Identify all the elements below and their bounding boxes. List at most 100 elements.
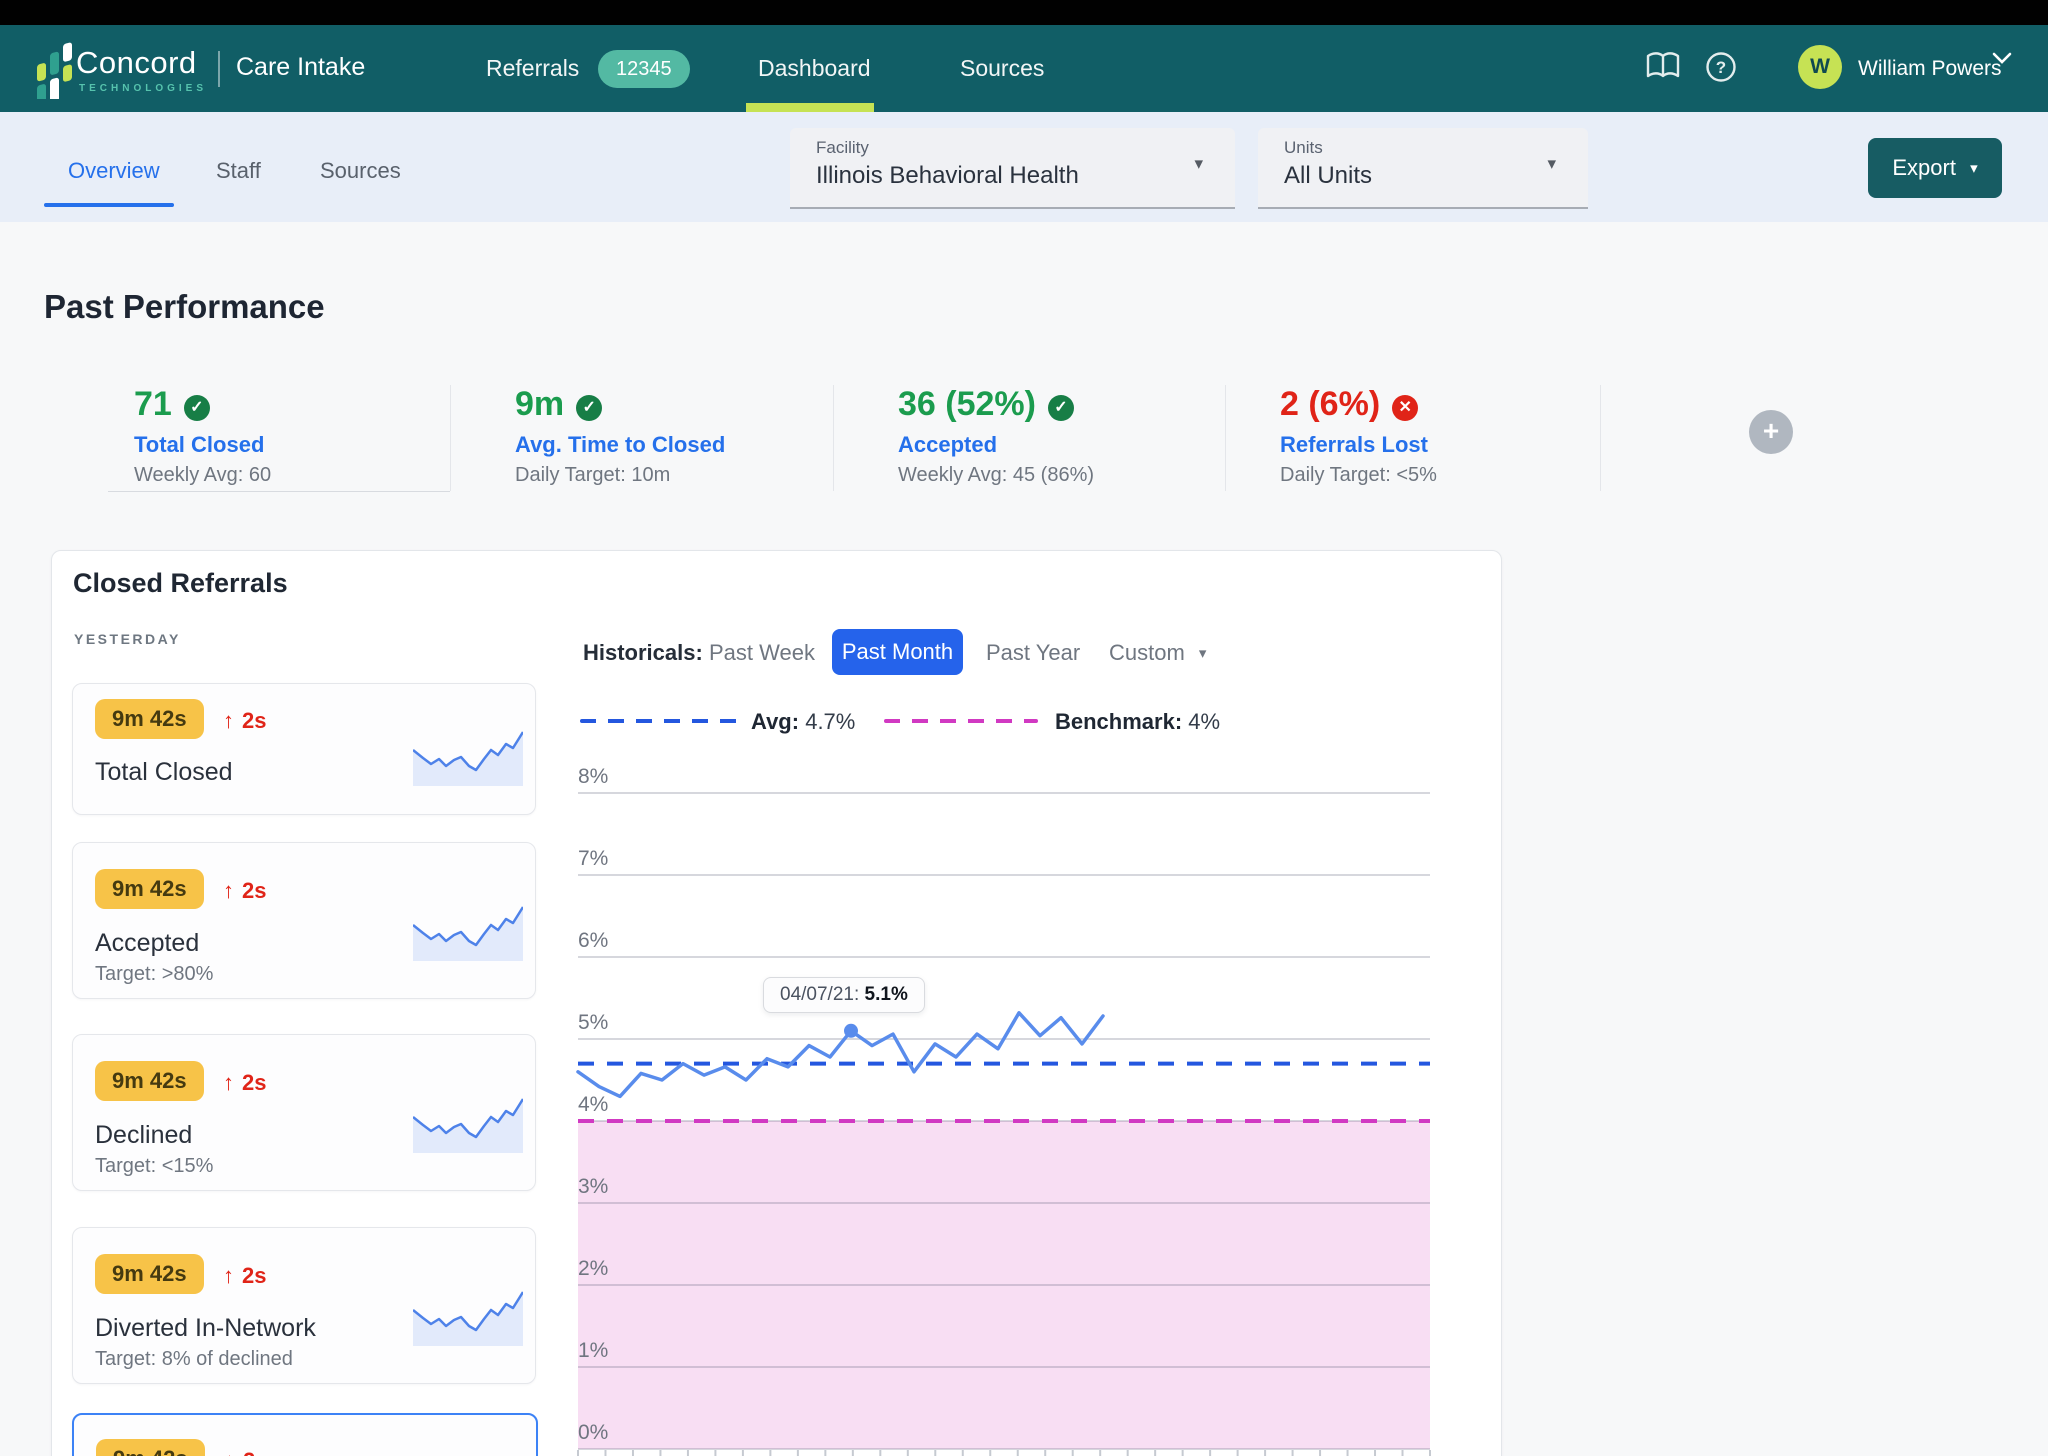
export-caret-down-icon: ▾ <box>1970 160 1978 177</box>
brand-name[interactable]: Concord <box>76 45 197 81</box>
duration-badge: 9m 42s <box>96 1439 205 1456</box>
nav-item-sources[interactable]: Sources <box>960 55 1044 82</box>
sparkline <box>413 897 523 961</box>
arrow-up-icon: ↑ <box>224 1448 235 1456</box>
facility-select-label: Facility <box>816 138 869 158</box>
custom-caret-down-icon: ▾ <box>1199 645 1207 662</box>
historicals-past-week[interactable]: Past Week <box>709 640 815 666</box>
historicals-label: Historicals: <box>583 640 703 666</box>
kpi-subtext: Weekly Avg: 45 (86%) <box>898 464 1226 487</box>
kpi-label-link[interactable]: Accepted <box>898 432 1226 458</box>
units-select-label: Units <box>1284 138 1323 158</box>
user-name: William Powers <box>1858 57 2002 81</box>
metric-card-diverted-in-network[interactable]: 9m 42s ↑2s Diverted In-Network Target: 8… <box>72 1227 536 1384</box>
facility-select[interactable]: Facility Illinois Behavioral Health ▾ <box>790 128 1235 209</box>
tab-sources[interactable]: Sources <box>320 158 401 184</box>
user-avatar[interactable]: W <box>1798 45 1842 89</box>
chart-tooltip: 04/07/21: 5.1% <box>763 977 925 1013</box>
user-menu-chevron-down-icon[interactable] <box>1992 51 2012 69</box>
facility-caret-down-icon: ▾ <box>1194 154 1203 174</box>
metric-card-title: Diverted In-Network <box>95 1314 316 1343</box>
metric-card-title: Accepted <box>95 929 199 958</box>
kpi-value: 2 (6%)✕ <box>1280 385 1601 424</box>
metric-card-declined[interactable]: 9m 42s ↑2s Declined Target: <15% <box>72 1034 536 1191</box>
check-circle-icon: ✓ <box>1048 395 1074 421</box>
historicals-past-month-active[interactable]: Past Month <box>832 629 963 675</box>
page-title: Past Performance <box>44 288 325 326</box>
docs-book-icon[interactable] <box>1645 51 1681 86</box>
arrow-up-icon: ↑ <box>223 1070 234 1095</box>
kpi-avg-time-to-closed[interactable]: 9m✓ Avg. Time to Closed Daily Target: 10… <box>450 385 834 491</box>
kpi-subtext: Daily Target: 10m <box>515 464 834 487</box>
units-select[interactable]: Units All Units ▾ <box>1258 128 1588 209</box>
duration-badge: 9m 42s <box>95 1061 204 1101</box>
top-navbar: Concord TECHNOLOGIES Care Intake Referra… <box>0 25 2048 112</box>
secondary-toolbar: Overview Staff Sources Facility Illinois… <box>0 112 2048 222</box>
sparkline <box>413 1089 523 1153</box>
delta-indicator: ↑2s <box>223 878 266 904</box>
svg-text:?: ? <box>1716 58 1726 77</box>
concord-logo-icon[interactable] <box>36 39 74 104</box>
metric-card-target: Target: >80% <box>95 963 213 986</box>
duration-badge: 9m 42s <box>95 1254 204 1294</box>
active-nav-underline <box>746 103 874 112</box>
benchmark-legend: Benchmark: 4% <box>1055 709 1220 735</box>
nav-item-dashboard[interactable]: Dashboard <box>758 55 871 82</box>
duration-badge: 9m 42s <box>95 699 204 739</box>
sparkline <box>413 1282 523 1346</box>
facility-select-value: Illinois Behavioral Health <box>816 162 1079 190</box>
export-button[interactable]: Export ▾ <box>1868 138 2002 198</box>
brand-subtitle: TECHNOLOGIES <box>79 83 207 94</box>
sparkline <box>413 722 523 786</box>
check-circle-icon: ✓ <box>576 395 602 421</box>
active-tab-underline <box>44 203 174 207</box>
kpi-value: 71✓ <box>134 385 450 424</box>
metric-card-title: Total Closed <box>95 758 233 787</box>
add-kpi-button[interactable]: + <box>1749 410 1793 454</box>
duration-badge: 9m 42s <box>95 869 204 909</box>
delta-indicator: ↑2s <box>223 1070 266 1096</box>
units-caret-down-icon: ▾ <box>1547 154 1556 174</box>
tab-overview[interactable]: Overview <box>68 158 160 184</box>
arrow-up-icon: ↑ <box>223 708 234 733</box>
help-icon[interactable]: ? <box>1704 50 1738 89</box>
avg-legend: Avg: 4.7% <box>751 709 855 735</box>
kpi-value: 36 (52%)✓ <box>898 385 1226 424</box>
care-intake-dashboard: Concord TECHNOLOGIES Care Intake Referra… <box>0 0 2048 1456</box>
check-circle-icon: ✓ <box>184 395 210 421</box>
nav-item-referrals[interactable]: Referrals <box>486 55 579 82</box>
delta-indicator: ↑2s <box>223 708 266 734</box>
kpi-label-link[interactable]: Avg. Time to Closed <box>515 432 834 458</box>
kpi-label-link[interactable]: Referrals Lost <box>1280 432 1601 458</box>
arrow-up-icon: ↑ <box>223 878 234 903</box>
kpi-referrals-lost[interactable]: 2 (6%)✕ Referrals Lost Daily Target: <5% <box>1225 385 1601 491</box>
kpi-subtext: Daily Target: <5% <box>1280 464 1601 487</box>
x-circle-icon: ✕ <box>1392 395 1418 421</box>
delta-indicator: ↑2s <box>224 1448 267 1456</box>
delta-indicator: ↑2s <box>223 1263 266 1289</box>
kpi-accepted[interactable]: 36 (52%)✓ Accepted Weekly Avg: 45 (86%) <box>833 385 1226 491</box>
yesterday-column-label: YESTERDAY <box>74 631 181 647</box>
tab-staff[interactable]: Staff <box>216 158 261 184</box>
units-select-value: All Units <box>1284 162 1372 190</box>
kpi-label-link[interactable]: Total Closed <box>134 432 450 458</box>
metric-card-total-closed[interactable]: 9m 42s ↑2s Total Closed <box>72 683 536 815</box>
metric-card-accepted[interactable]: 9m 42s ↑2s Accepted Target: >80% <box>72 842 536 999</box>
benchmark-line-swatch <box>884 719 1038 723</box>
kpi-subtext: Weekly Avg: 60 <box>134 464 450 487</box>
historicals-custom[interactable]: Custom ▾ <box>1109 640 1206 666</box>
metric-card-selected-clipped[interactable]: 9m 42s ↑2s <box>72 1413 538 1456</box>
brand-divider <box>218 51 220 87</box>
metric-card-target: Target: <15% <box>95 1155 213 1178</box>
window-top-bar <box>0 0 2048 25</box>
metric-card-target: Target: 8% of declined <box>95 1348 293 1371</box>
product-name: Care Intake <box>236 53 365 82</box>
referrals-count-badge: 12345 <box>598 50 690 88</box>
kpi-value: 9m✓ <box>515 385 834 424</box>
metric-card-title: Declined <box>95 1121 192 1150</box>
card-title: Closed Referrals <box>73 568 288 599</box>
arrow-up-icon: ↑ <box>223 1263 234 1288</box>
avg-line-swatch <box>580 719 738 723</box>
historicals-past-year[interactable]: Past Year <box>986 640 1080 666</box>
kpi-total-closed[interactable]: 71✓ Total Closed Weekly Avg: 60 <box>108 385 450 492</box>
